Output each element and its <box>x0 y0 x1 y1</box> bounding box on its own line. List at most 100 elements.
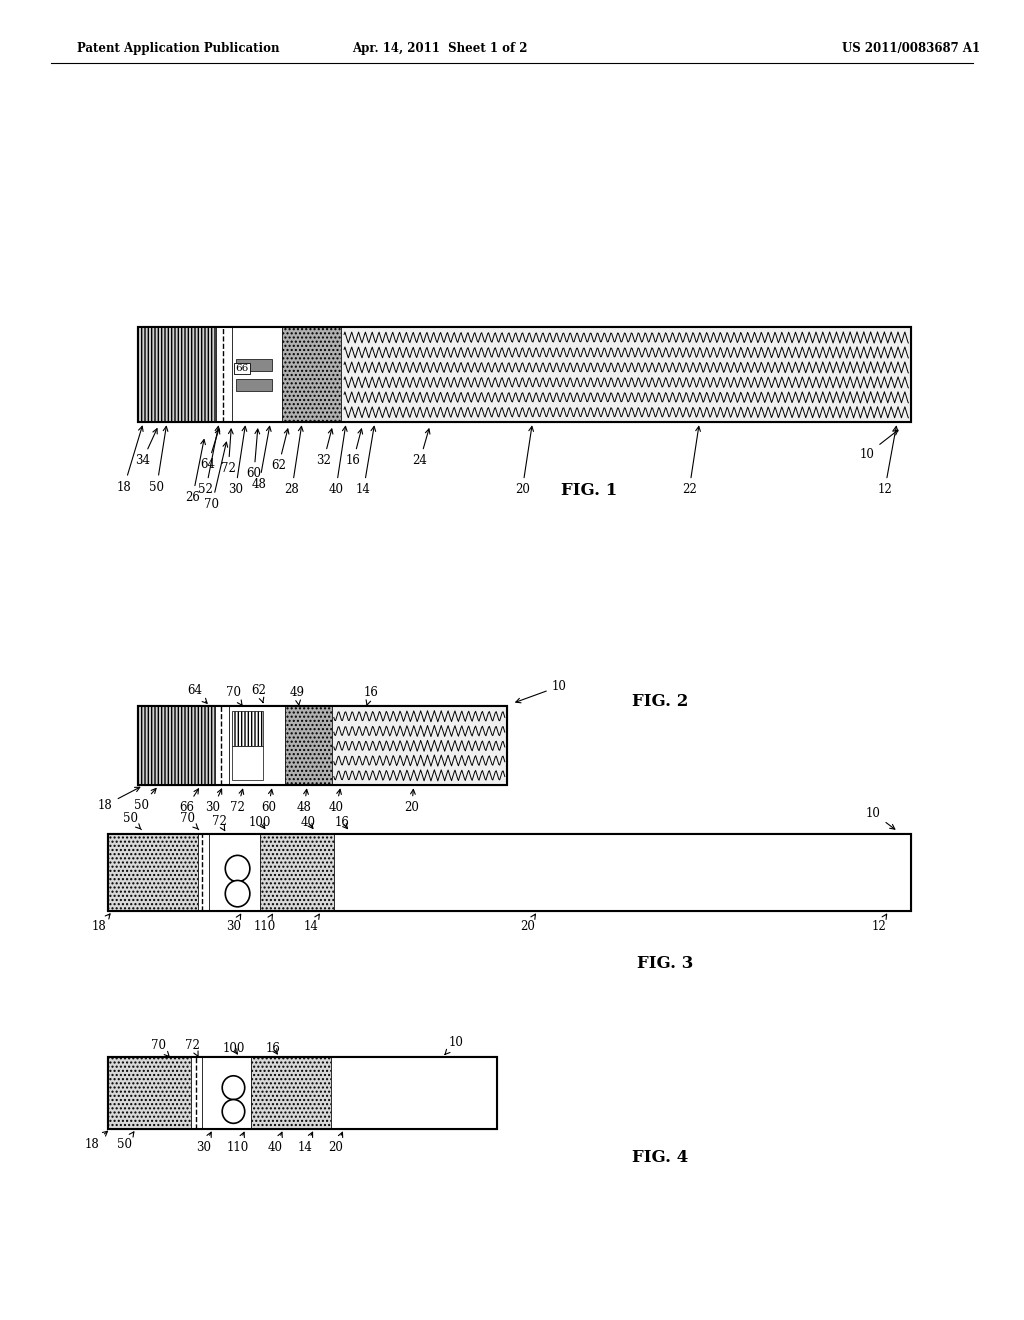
Text: 60: 60 <box>261 789 275 814</box>
Text: 12: 12 <box>871 915 887 933</box>
Text: 10: 10 <box>445 1036 463 1055</box>
Text: 66: 66 <box>236 364 249 372</box>
Text: 30: 30 <box>228 426 247 496</box>
Text: US 2011/0083687 A1: US 2011/0083687 A1 <box>843 42 980 55</box>
Text: 20: 20 <box>520 915 536 933</box>
Bar <box>331 1057 497 1129</box>
Ellipse shape <box>222 1100 245 1123</box>
Ellipse shape <box>222 1076 245 1100</box>
Text: 64: 64 <box>201 429 220 471</box>
Text: 66: 66 <box>179 789 199 814</box>
Bar <box>138 706 507 785</box>
Text: 40: 40 <box>329 426 347 496</box>
Bar <box>191 1057 202 1129</box>
Bar <box>260 834 334 911</box>
Bar <box>232 746 263 780</box>
Text: 20: 20 <box>515 426 534 496</box>
Text: FIG. 4: FIG. 4 <box>633 1148 688 1166</box>
Text: 70: 70 <box>152 1039 170 1057</box>
Text: 60: 60 <box>247 429 261 480</box>
Text: 64: 64 <box>187 684 207 704</box>
Text: 40: 40 <box>301 816 315 829</box>
Text: 34: 34 <box>135 429 158 467</box>
Text: FIG. 2: FIG. 2 <box>632 693 689 710</box>
Text: 40: 40 <box>329 789 343 814</box>
Bar <box>232 711 263 746</box>
Text: 72: 72 <box>221 429 236 475</box>
Text: 12: 12 <box>878 426 898 496</box>
Bar <box>108 1057 497 1129</box>
Text: FIG. 1: FIG. 1 <box>561 482 616 499</box>
Text: 50: 50 <box>150 426 168 494</box>
Text: 16: 16 <box>335 816 349 829</box>
Text: 16: 16 <box>266 1041 281 1055</box>
Text: 18: 18 <box>85 1131 108 1151</box>
Text: 20: 20 <box>329 1133 343 1154</box>
Text: 72: 72 <box>230 789 245 814</box>
Text: 100: 100 <box>222 1041 245 1055</box>
Ellipse shape <box>225 880 250 907</box>
Bar <box>108 834 911 911</box>
Ellipse shape <box>225 855 250 882</box>
Bar <box>108 834 198 911</box>
Bar <box>209 834 260 911</box>
Bar <box>138 327 911 422</box>
Bar <box>138 327 216 422</box>
Bar <box>108 1057 497 1129</box>
Text: 10: 10 <box>866 807 895 829</box>
Text: 30: 30 <box>206 789 222 814</box>
Bar <box>198 834 209 911</box>
Bar <box>108 834 911 911</box>
Text: 62: 62 <box>252 684 266 702</box>
Text: 48: 48 <box>297 789 311 814</box>
Bar <box>138 706 507 785</box>
Text: 24: 24 <box>413 429 430 467</box>
Bar <box>282 327 341 422</box>
Text: 10: 10 <box>516 680 566 702</box>
Text: 26: 26 <box>185 440 206 504</box>
Text: 48: 48 <box>252 426 271 491</box>
Text: 28: 28 <box>285 426 303 496</box>
Text: 110: 110 <box>226 1133 249 1154</box>
Text: 50: 50 <box>118 1131 134 1151</box>
Bar <box>138 327 911 422</box>
Text: 49: 49 <box>290 686 304 705</box>
Text: 14: 14 <box>298 1133 312 1154</box>
Bar <box>108 1057 191 1129</box>
Text: 72: 72 <box>185 1039 200 1057</box>
Text: 18: 18 <box>98 787 140 812</box>
Text: 70: 70 <box>226 686 242 705</box>
Text: Apr. 14, 2011  Sheet 1 of 2: Apr. 14, 2011 Sheet 1 of 2 <box>352 42 528 55</box>
Bar <box>138 706 215 785</box>
Text: Patent Application Publication: Patent Application Publication <box>77 42 280 55</box>
Text: 32: 32 <box>316 429 333 467</box>
Bar <box>236 379 272 391</box>
Text: 22: 22 <box>682 426 700 496</box>
Text: 110: 110 <box>254 915 276 933</box>
Bar <box>332 706 507 785</box>
Text: 50: 50 <box>123 812 141 830</box>
Text: 70: 70 <box>180 812 199 830</box>
Bar <box>236 359 272 371</box>
Text: 72: 72 <box>212 814 226 830</box>
Bar <box>202 1057 251 1129</box>
Bar <box>251 1057 331 1129</box>
Bar <box>216 327 232 422</box>
Text: 40: 40 <box>268 1133 283 1154</box>
Text: 50: 50 <box>134 788 156 812</box>
Text: 16: 16 <box>364 686 378 705</box>
Bar <box>334 834 911 911</box>
Text: 62: 62 <box>271 429 289 473</box>
Text: 30: 30 <box>226 915 241 933</box>
Text: 16: 16 <box>346 429 362 467</box>
Text: 18: 18 <box>117 426 143 494</box>
Text: 20: 20 <box>404 789 419 814</box>
Bar <box>285 706 332 785</box>
Text: 30: 30 <box>197 1133 211 1154</box>
Text: 14: 14 <box>304 915 319 933</box>
Bar <box>232 327 282 422</box>
Text: 18: 18 <box>92 913 110 933</box>
Text: 52: 52 <box>199 426 220 496</box>
Text: 70: 70 <box>205 442 227 511</box>
Text: 10: 10 <box>860 430 898 461</box>
